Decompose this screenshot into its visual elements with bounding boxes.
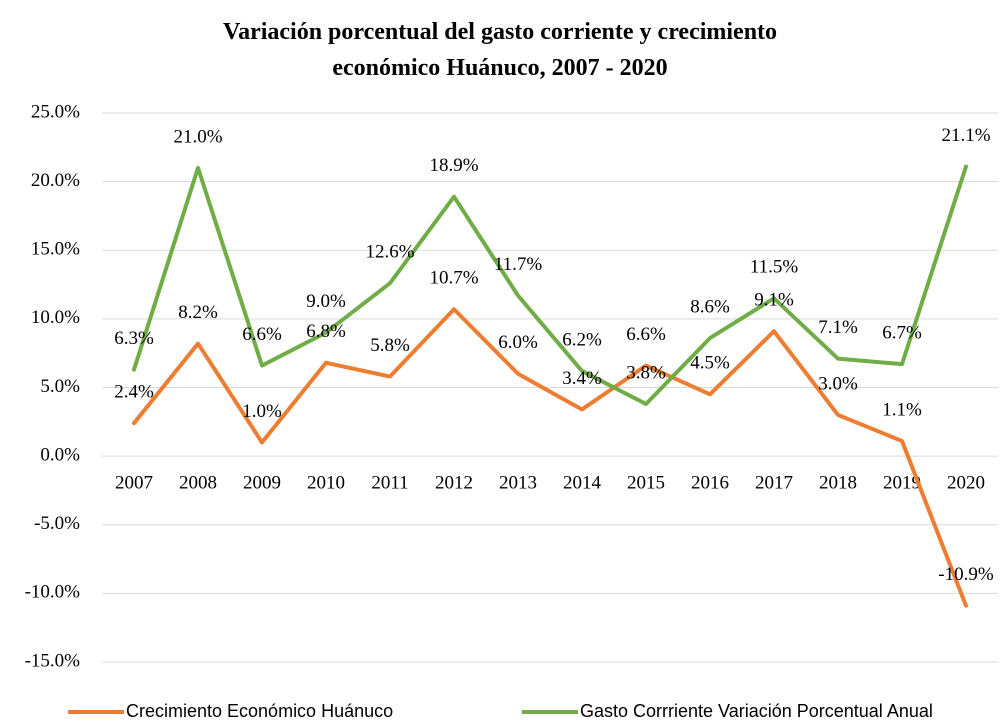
x-tick-label: 2019 [883, 472, 921, 493]
x-tick-label: 2017 [755, 472, 793, 493]
data-label: 6.2% [562, 329, 602, 350]
x-tick-label: 2013 [499, 472, 537, 493]
chart-title: Variación porcentual del gasto corriente… [222, 19, 778, 81]
y-tick-label: 5.0% [40, 376, 80, 397]
data-label: 6.7% [882, 323, 922, 344]
data-label: -10.9% [938, 564, 994, 585]
y-tick-label: 0.0% [40, 444, 80, 465]
data-label: 6.8% [306, 321, 346, 342]
legend-label: Gasto Corrriente Variación Porcentual An… [580, 701, 933, 721]
legend-label: Crecimiento Económico Huánuco [126, 701, 393, 721]
data-label: 3.0% [818, 373, 858, 394]
data-label: 18.9% [429, 155, 478, 176]
y-tick-label: -15.0% [25, 650, 81, 671]
data-label: 6.6% [242, 324, 282, 345]
data-label: 6.3% [114, 328, 154, 349]
data-label: 3.4% [562, 368, 602, 389]
series-line [132, 164, 968, 406]
data-label: 5.8% [370, 335, 410, 356]
x-tick-label: 2012 [435, 472, 473, 493]
data-label: 8.6% [690, 296, 730, 317]
data-label: 6.0% [498, 332, 538, 353]
data-label: 21.0% [173, 126, 222, 147]
data-label: 9.0% [306, 291, 346, 312]
data-label: 21.1% [941, 125, 990, 146]
series-line [132, 307, 968, 608]
x-tick-label: 2020 [947, 472, 985, 493]
x-tick-label: 2011 [371, 472, 408, 493]
x-tick-label: 2014 [563, 472, 602, 493]
x-tick-label: 2010 [307, 472, 345, 493]
x-tick-label: 2009 [243, 472, 281, 493]
data-label: 11.7% [494, 254, 543, 275]
data-label: 9.1% [754, 290, 794, 311]
data-label: 11.5% [750, 257, 799, 278]
data-label: 3.8% [626, 362, 666, 383]
x-tick-label: 2018 [819, 472, 857, 493]
data-label: 10.7% [429, 268, 478, 289]
data-label: 6.6% [626, 324, 666, 345]
x-tick-label: 2008 [179, 472, 217, 493]
data-label: 1.1% [882, 399, 922, 420]
y-tick-label: 20.0% [31, 170, 80, 191]
x-tick-label: 2007 [115, 472, 153, 493]
data-label: 7.1% [818, 317, 858, 338]
x-tick-label: 2015 [627, 472, 665, 493]
x-tick-label: 2016 [691, 472, 729, 493]
y-tick-label: 25.0% [31, 101, 80, 122]
data-label: 2.4% [114, 382, 154, 403]
data-label: 12.6% [365, 242, 414, 263]
data-label: 4.5% [690, 353, 730, 374]
data-label: 1.0% [242, 401, 282, 422]
y-tick-label: -10.0% [25, 582, 81, 603]
y-tick-label: 15.0% [31, 239, 80, 260]
y-tick-label: 10.0% [31, 307, 80, 328]
y-tick-label: -5.0% [34, 513, 80, 534]
data-label: 8.2% [178, 302, 218, 323]
